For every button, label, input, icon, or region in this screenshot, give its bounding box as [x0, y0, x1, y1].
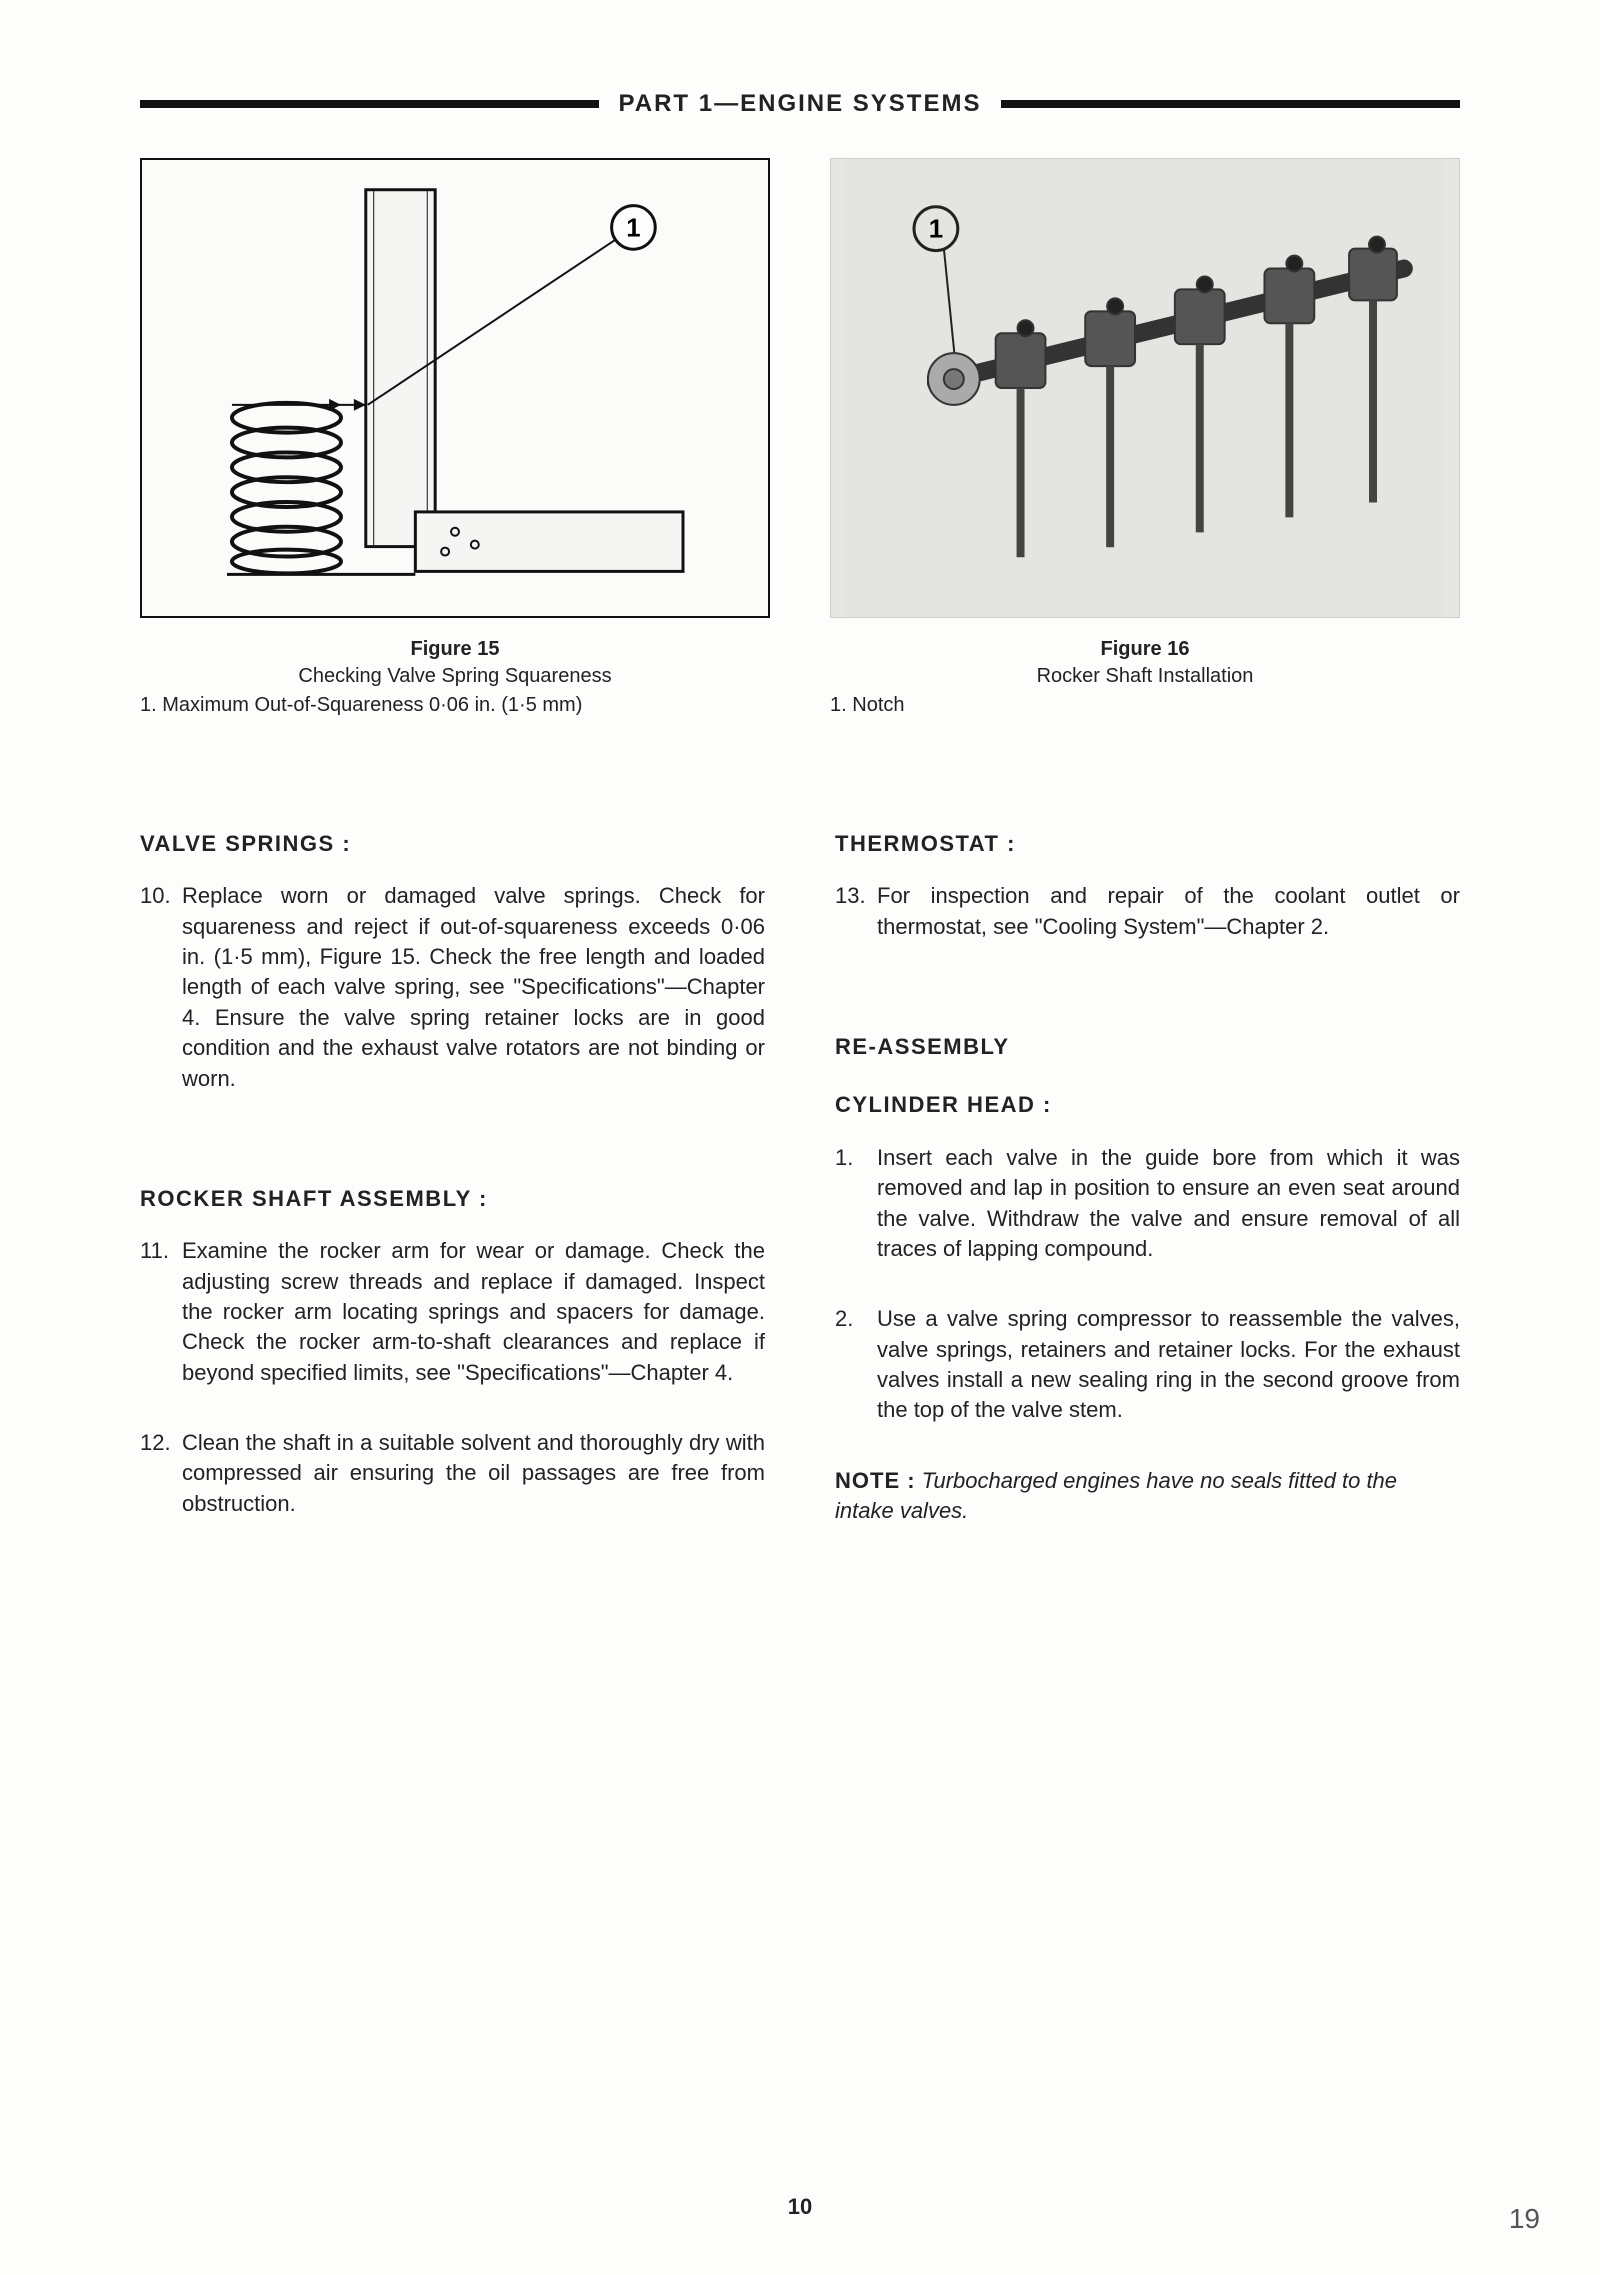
note-block: NOTE : Turbocharged engines have no seal…: [835, 1466, 1460, 1527]
page-part-title: PART 1—ENGINE SYSTEMS: [599, 90, 1002, 118]
step-12-text: Clean the shaft in a suitable solvent an…: [182, 1428, 765, 1519]
left-column: VALVE SPRINGS : 10. Replace worn or dama…: [140, 829, 765, 1559]
step-13-num: 13.: [835, 881, 877, 942]
figure-16-title: Figure 16: [830, 636, 1460, 663]
heading-rocker-shaft: ROCKER SHAFT ASSEMBLY :: [140, 1184, 765, 1214]
step-1: 1. Insert each valve in the guide bore f…: [835, 1143, 1460, 1264]
figure-15-title: Figure 15: [140, 636, 770, 663]
figure-16-legend-num: 1.: [830, 694, 847, 716]
page-number-center: 10: [0, 2194, 1600, 2220]
figure-16-photo: 1: [830, 158, 1460, 618]
heading-cylinder-head: CYLINDER HEAD :: [835, 1090, 1460, 1120]
page: PART 1—ENGINE SYSTEMS: [0, 0, 1600, 2275]
step-12-num: 12.: [140, 1428, 182, 1519]
figure-15-diagram: 1: [140, 158, 770, 618]
rocker-shaft-icon: 1: [831, 159, 1459, 617]
step-10-num: 10.: [140, 881, 182, 1094]
note-text: Turbocharged engines have no seals fitte…: [835, 1468, 1397, 1523]
figure-16-caption: Figure 16 Rocker Shaft Installation 1. N…: [830, 636, 1460, 719]
figure-16-desc: Rocker Shaft Installation: [830, 663, 1460, 690]
spring-squareness-diagram-icon: 1: [142, 160, 768, 616]
step-10-text: Replace worn or damaged valve springs. C…: [182, 881, 765, 1094]
heading-reassembly: RE-ASSEMBLY: [835, 1032, 1460, 1062]
step-11-num: 11.: [140, 1236, 182, 1388]
right-column: THERMOSTAT : 13. For inspection and repa…: [835, 829, 1460, 1559]
callout-1-label: 1: [626, 214, 640, 242]
step-11-text: Examine the rocker arm for wear or damag…: [182, 1236, 765, 1388]
step-1-text: Insert each valve in the guide bore from…: [877, 1143, 1460, 1264]
page-number-right: 19: [1509, 2203, 1540, 2235]
rule-right: [1001, 100, 1460, 108]
heading-thermostat: THERMOSTAT :: [835, 829, 1460, 859]
heading-valve-springs: VALVE SPRINGS :: [140, 829, 765, 859]
figure-16-legend: 1. Notch: [830, 692, 1460, 719]
step-13-text: For inspection and repair of the coolant…: [877, 881, 1460, 942]
step-11: 11. Examine the rocker arm for wear or d…: [140, 1236, 765, 1388]
step-2-text: Use a valve spring compressor to reassem…: [877, 1304, 1460, 1425]
figure-15-caption: Figure 15 Checking Valve Spring Squarene…: [140, 636, 770, 719]
step-13: 13. For inspection and repair of the coo…: [835, 881, 1460, 942]
figure-15-desc: Checking Valve Spring Squareness: [140, 663, 770, 690]
step-10: 10. Replace worn or damaged valve spring…: [140, 881, 765, 1094]
header-rule: PART 1—ENGINE SYSTEMS: [140, 90, 1460, 118]
figure-15-legend-text: Maximum Out-of-Squareness 0·06 in. (1·5 …: [162, 694, 582, 716]
step-1-num: 1.: [835, 1143, 877, 1264]
step-2: 2. Use a valve spring compressor to reas…: [835, 1304, 1460, 1425]
step-2-num: 2.: [835, 1304, 877, 1425]
note-label: NOTE :: [835, 1468, 916, 1493]
figure-16-legend-text: Notch: [852, 694, 904, 716]
figure-15-legend: 1. Maximum Out-of-Squareness 0·06 in. (1…: [140, 692, 770, 719]
step-12: 12. Clean the shaft in a suitable solven…: [140, 1428, 765, 1519]
svg-text:1: 1: [929, 216, 943, 244]
figure-16: 1: [830, 158, 1460, 719]
body-columns: VALVE SPRINGS : 10. Replace worn or dama…: [140, 829, 1460, 1559]
figure-15-legend-num: 1.: [140, 694, 157, 716]
figures-row: 1 Figure 15 Checking Valve Spring Square…: [140, 158, 1460, 719]
rule-left: [140, 100, 599, 108]
figure-15: 1 Figure 15 Checking Valve Spring Square…: [140, 158, 770, 719]
